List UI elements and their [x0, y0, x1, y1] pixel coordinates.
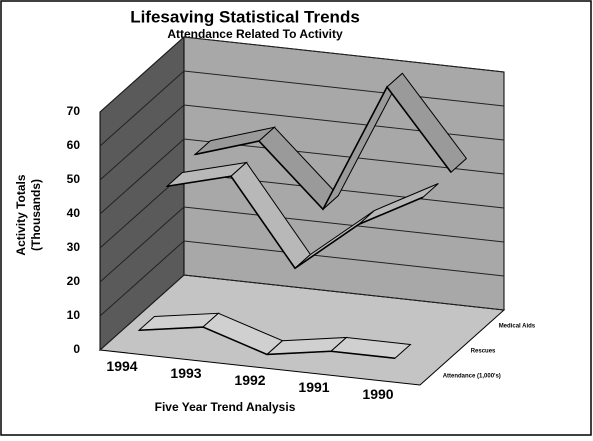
y-tick-label: 20: [67, 274, 81, 288]
grid-line: [99, 104, 505, 181]
y-tick-label: 10: [67, 308, 81, 322]
legend-label: Attendance (1,000's): [443, 373, 501, 379]
series-line: [138, 326, 396, 360]
y-axis-title: Activity Totals (Thousands): [14, 174, 43, 255]
x-tick-label: 1990: [362, 386, 393, 402]
y-tick-label: 0: [73, 342, 80, 356]
y-axis-title-line: Activity Totals: [14, 174, 28, 255]
grid-line: [99, 240, 505, 317]
x-tick-label: 1994: [106, 358, 137, 374]
grid-line: [99, 206, 505, 283]
grid-line: [99, 138, 505, 215]
chart-subtitle: Attendance Related To Activity: [167, 27, 343, 41]
chart-title: Lifesaving Statistical Trends: [130, 7, 360, 26]
series-line: [166, 175, 424, 270]
x-axis-title: Five Year Trend Analysis: [155, 400, 296, 414]
y-tick-label: 40: [67, 206, 81, 220]
grid-line: [99, 274, 505, 351]
x-tick-label: 1991: [298, 379, 329, 395]
y-axis-title-line: (Thousands): [29, 179, 43, 251]
x-tick-label: 1993: [170, 365, 201, 381]
y-tick-label: 50: [67, 172, 81, 186]
grid-line: [99, 36, 505, 113]
legend-label: Rescues: [471, 348, 496, 354]
y-tick-label: 70: [67, 104, 81, 118]
series-line: [194, 85, 452, 211]
y-tick-label: 30: [67, 240, 81, 254]
y-tick-label: 60: [67, 138, 81, 152]
legend-label: Medical Aids: [499, 323, 536, 329]
x-tick-label: 1992: [234, 372, 265, 388]
